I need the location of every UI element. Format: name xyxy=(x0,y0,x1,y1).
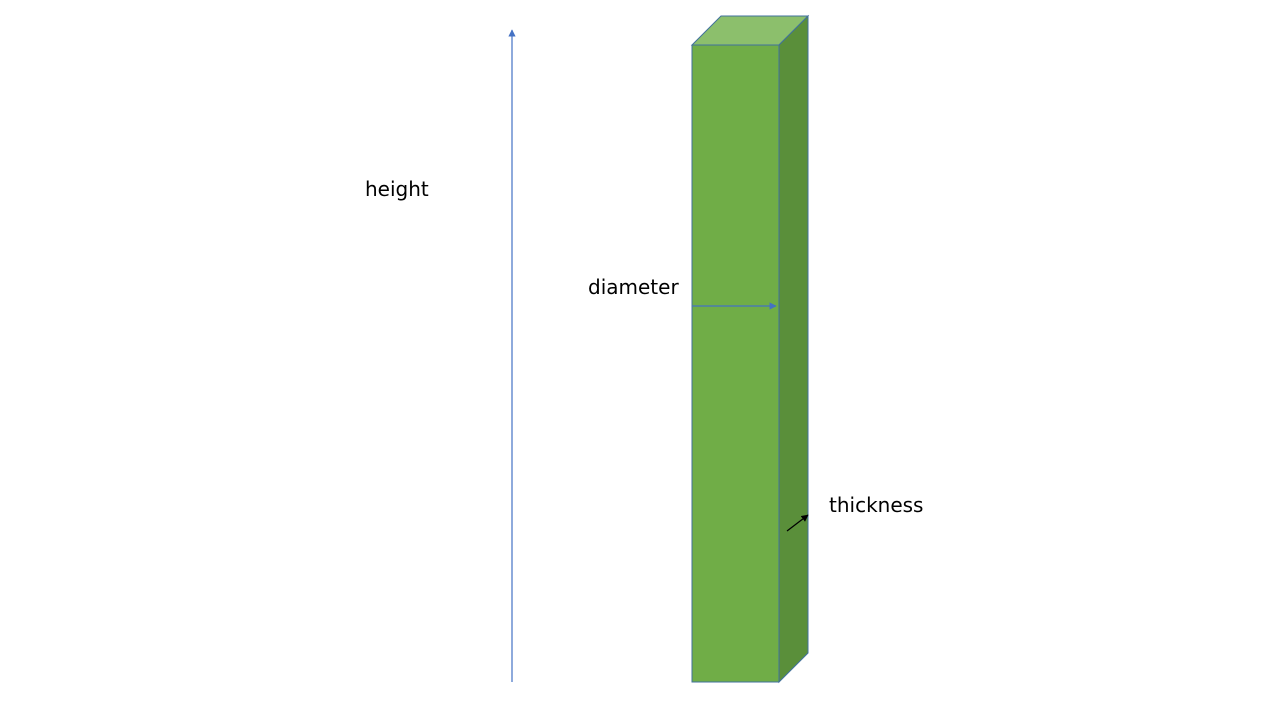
diameter-label: diameter xyxy=(588,275,679,299)
box-front-face xyxy=(691,44,780,683)
height-label: height xyxy=(365,177,429,201)
thickness-arrow xyxy=(786,514,809,532)
thickness-label: thickness xyxy=(829,493,924,517)
box-side-face xyxy=(778,14,809,684)
